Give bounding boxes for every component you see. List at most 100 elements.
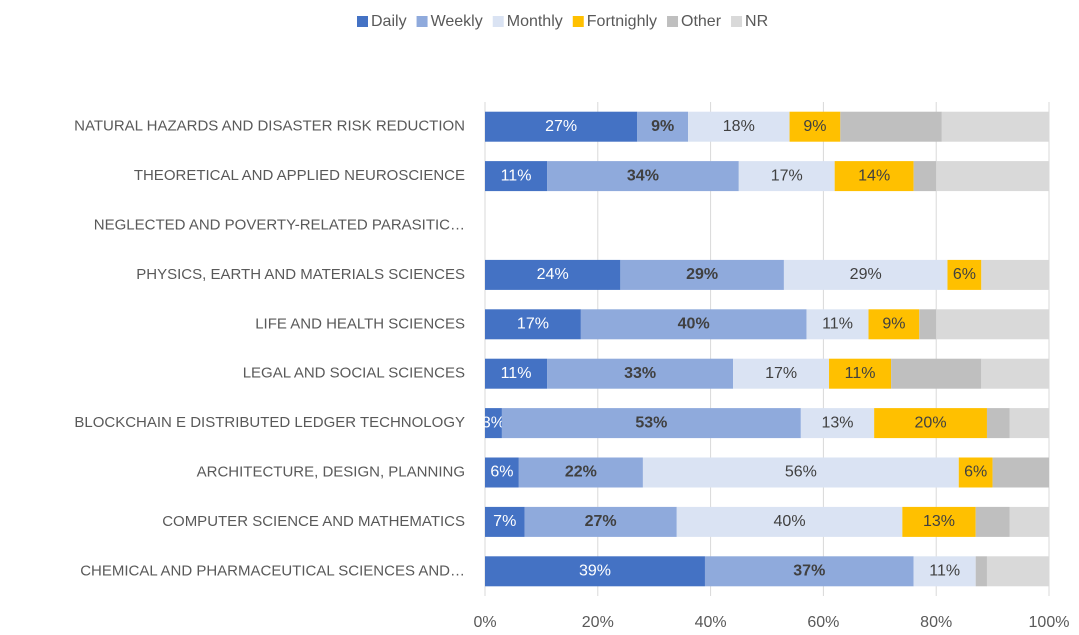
bar-segment — [789, 111, 841, 142]
value-label: 29% — [850, 266, 882, 283]
bar-segment — [1009, 506, 1049, 537]
x-tick-label: 80% — [920, 614, 952, 631]
value-label: 27% — [545, 118, 577, 135]
value-label: 37% — [793, 563, 825, 580]
value-label: 17% — [765, 365, 797, 382]
bar-segment — [524, 506, 677, 537]
legend-label: Weekly — [431, 13, 483, 30]
legend-swatch — [731, 16, 743, 27]
bar-segment — [620, 259, 784, 290]
x-tick-label: 0% — [473, 614, 496, 631]
bar-segment — [704, 556, 914, 587]
bar-segment — [986, 408, 1010, 439]
bar-segment — [642, 457, 959, 488]
bar-segment — [992, 457, 1049, 488]
bar-segment — [975, 506, 1010, 537]
value-label: 17% — [771, 167, 803, 184]
bar-segment — [936, 161, 1049, 192]
bar-segment — [485, 506, 525, 537]
bar-segment — [913, 161, 937, 192]
bar-segment — [485, 309, 581, 340]
y-tick-label: BLOCKCHAIN E DISTRIBUTED LEDGER TECHNOLO… — [74, 414, 465, 431]
bar-segment — [806, 309, 869, 340]
value-label: 34% — [627, 167, 659, 184]
bar-segment — [913, 556, 976, 587]
value-label: 11% — [822, 316, 853, 333]
value-label: 3% — [482, 414, 505, 431]
value-label: 9% — [803, 118, 826, 135]
bar-segment — [981, 259, 1049, 290]
bar-segment — [981, 358, 1049, 389]
value-label: 39% — [579, 563, 611, 580]
bar-segment — [547, 161, 739, 192]
bar-segment — [919, 309, 937, 340]
value-label: 56% — [785, 464, 817, 481]
bar-segment — [958, 457, 993, 488]
y-tick-label: CHEMICAL AND PHARMACEUTICAL SCIENCES AND… — [80, 562, 465, 579]
bar-segment — [485, 556, 705, 587]
value-label: 18% — [723, 118, 755, 135]
bar-segment — [485, 358, 548, 389]
y-tick-label: ARCHITECTURE, DESIGN, PLANNING — [197, 463, 465, 480]
bar-segment — [1009, 408, 1049, 439]
value-label: 7% — [493, 513, 516, 530]
value-label: 14% — [858, 167, 890, 184]
value-label: 20% — [915, 414, 947, 431]
legend-label: Daily — [371, 13, 407, 30]
bar-segment — [738, 161, 835, 192]
bar-segment — [485, 161, 548, 192]
bar-segment — [688, 111, 790, 142]
legend-label: NR — [745, 13, 768, 30]
bar-segment — [936, 309, 1049, 340]
bar-segment — [891, 358, 982, 389]
bar-segment — [518, 457, 643, 488]
y-tick-label: LIFE AND HEALTH SCIENCES — [255, 315, 465, 332]
legend-swatch — [572, 16, 584, 27]
value-label: 40% — [774, 513, 806, 530]
bar-segment — [547, 358, 734, 389]
value-label: 13% — [821, 414, 853, 431]
bar-segment — [868, 309, 920, 340]
bar-segment — [800, 408, 875, 439]
value-label: 6% — [964, 464, 987, 481]
bar-segment — [501, 408, 801, 439]
bar-segment — [874, 408, 987, 439]
bar-segment — [941, 111, 1049, 142]
legend-label: Other — [681, 13, 722, 30]
value-label: 11% — [845, 365, 876, 382]
value-label: 6% — [953, 266, 976, 283]
bar-segment — [485, 408, 502, 439]
y-tick-label: COMPUTER SCIENCE AND MATHEMATICS — [162, 513, 465, 530]
x-tick-label: 20% — [582, 614, 614, 631]
legend-swatch — [357, 16, 368, 27]
bar-segment — [676, 506, 903, 537]
y-tick-label: NATURAL HAZARDS AND DISASTER RISK REDUCT… — [74, 118, 465, 135]
bar-segment — [902, 506, 976, 537]
value-label: 11% — [501, 167, 532, 184]
bar-segment — [733, 358, 830, 389]
legend-swatch — [667, 16, 679, 27]
bar-segment — [485, 457, 519, 488]
bar-segment — [485, 111, 638, 142]
value-label: 40% — [678, 316, 710, 333]
value-label: 11% — [501, 365, 532, 382]
value-label: 33% — [624, 365, 656, 382]
bar-segment — [829, 358, 892, 389]
value-label: 11% — [929, 563, 960, 580]
value-label: 13% — [923, 513, 955, 530]
x-tick-label: 60% — [807, 614, 839, 631]
bar-segment — [834, 161, 914, 192]
value-label: 9% — [651, 118, 674, 135]
value-label: 17% — [517, 316, 549, 333]
y-tick-label: NEGLECTED AND POVERTY-RELATED PARASITIC… — [94, 216, 465, 233]
value-label: 24% — [537, 266, 569, 283]
value-label: 29% — [686, 266, 718, 283]
bar-segment — [975, 556, 987, 587]
x-tick-label: 100% — [1029, 614, 1070, 631]
value-label: 6% — [490, 464, 513, 481]
y-tick-label: THEORETICAL AND APPLIED NEUROSCIENCE — [134, 167, 465, 184]
bar-segment — [986, 556, 1049, 587]
x-tick-label: 40% — [695, 614, 727, 631]
bar-segment — [580, 309, 807, 340]
